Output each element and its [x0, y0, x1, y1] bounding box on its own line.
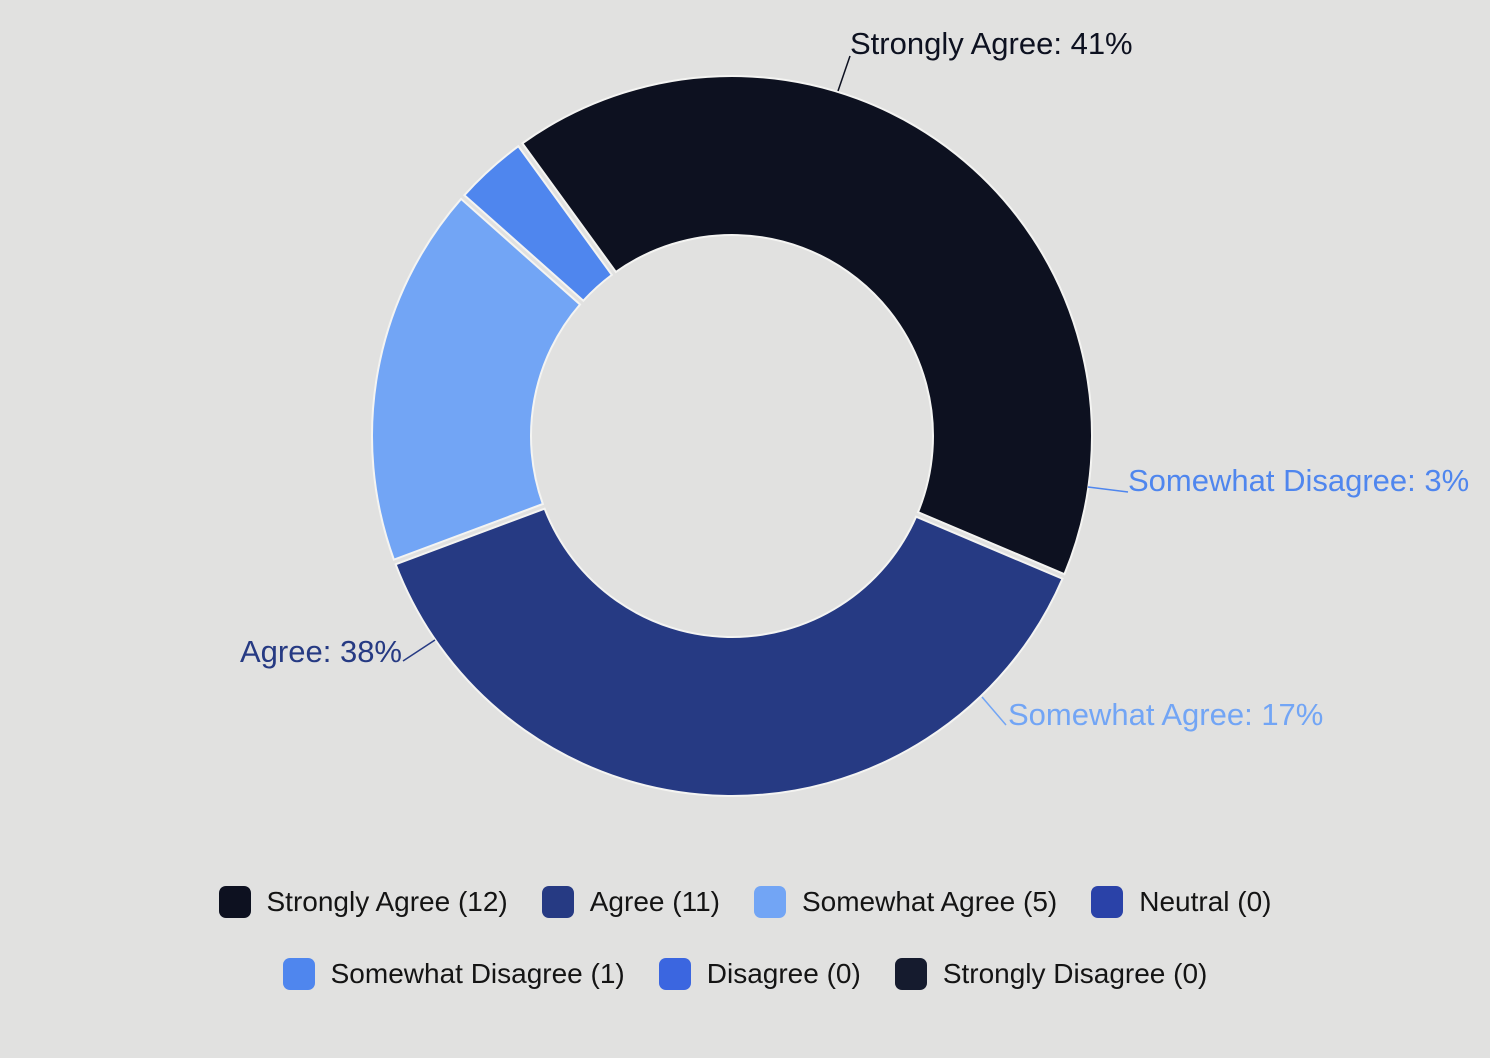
leader-line-somewhat-disagree [1087, 486, 1129, 493]
slice-somewhat-agree[interactable] [371, 197, 582, 561]
legend-item-disagree[interactable]: Disagree (0) [658, 958, 861, 990]
legend-item-neutral[interactable]: Neutral (0) [1091, 886, 1271, 918]
legend-label: Somewhat Agree (5) [801, 886, 1058, 917]
legend-label: Strongly Disagree (0) [942, 958, 1208, 989]
legend-label: Neutral (0) [1139, 886, 1272, 917]
legend-swatch [541, 886, 574, 918]
data-label-somewhat-agree: Somewhat Agree: 17% [1008, 697, 1323, 732]
donut-plot: Strongly Agree: 41% Agree: 38% Somewhat Ag… [240, 26, 1469, 797]
slice-strongly-agree[interactable] [521, 75, 1093, 576]
data-label-strongly-agree: Strongly Agree: 41% [850, 26, 1133, 61]
legend-swatch [894, 958, 927, 990]
legend-item-agree[interactable]: Agree (11) [541, 886, 720, 918]
legend-item-strongly-disagree[interactable]: Strongly Disagree (0) [894, 958, 1208, 990]
slice-somewhat-disagree[interactable] [462, 144, 614, 303]
legend-label: Agree (11) [589, 886, 720, 917]
legend-swatch [1091, 886, 1124, 918]
legend-row-1: Strongly Agree (12) Agree (11) Somewhat … [0, 886, 1490, 918]
legend-item-somewhat-agree[interactable]: Somewhat Agree (5) [753, 886, 1058, 918]
legend-label: Disagree (0) [706, 958, 861, 989]
legend-swatch [282, 958, 315, 990]
legend-row-2: Somewhat Disagree (1) Disagree (0) Stron… [0, 958, 1490, 990]
legend-swatch [658, 958, 691, 990]
leader-line-strongly-agree [837, 55, 851, 92]
slice-agree[interactable] [394, 507, 1064, 797]
data-label-agree: Agree: 38% [240, 634, 402, 669]
leader-line-somewhat-agree [981, 696, 1007, 726]
leader-line-agree [402, 639, 436, 662]
legend-item-somewhat-disagree[interactable]: Somewhat Disagree (1) [282, 958, 625, 990]
legend-item-strongly-agree[interactable]: Strongly Agree (12) [218, 886, 508, 918]
legend-label: Strongly Agree (12) [266, 886, 508, 917]
legend-swatch [753, 886, 786, 918]
legend-label: Somewhat Disagree (1) [330, 958, 625, 989]
legend-swatch [218, 886, 251, 918]
data-label-somewhat-disagree: Somewhat Disagree: 3% [1128, 463, 1469, 498]
